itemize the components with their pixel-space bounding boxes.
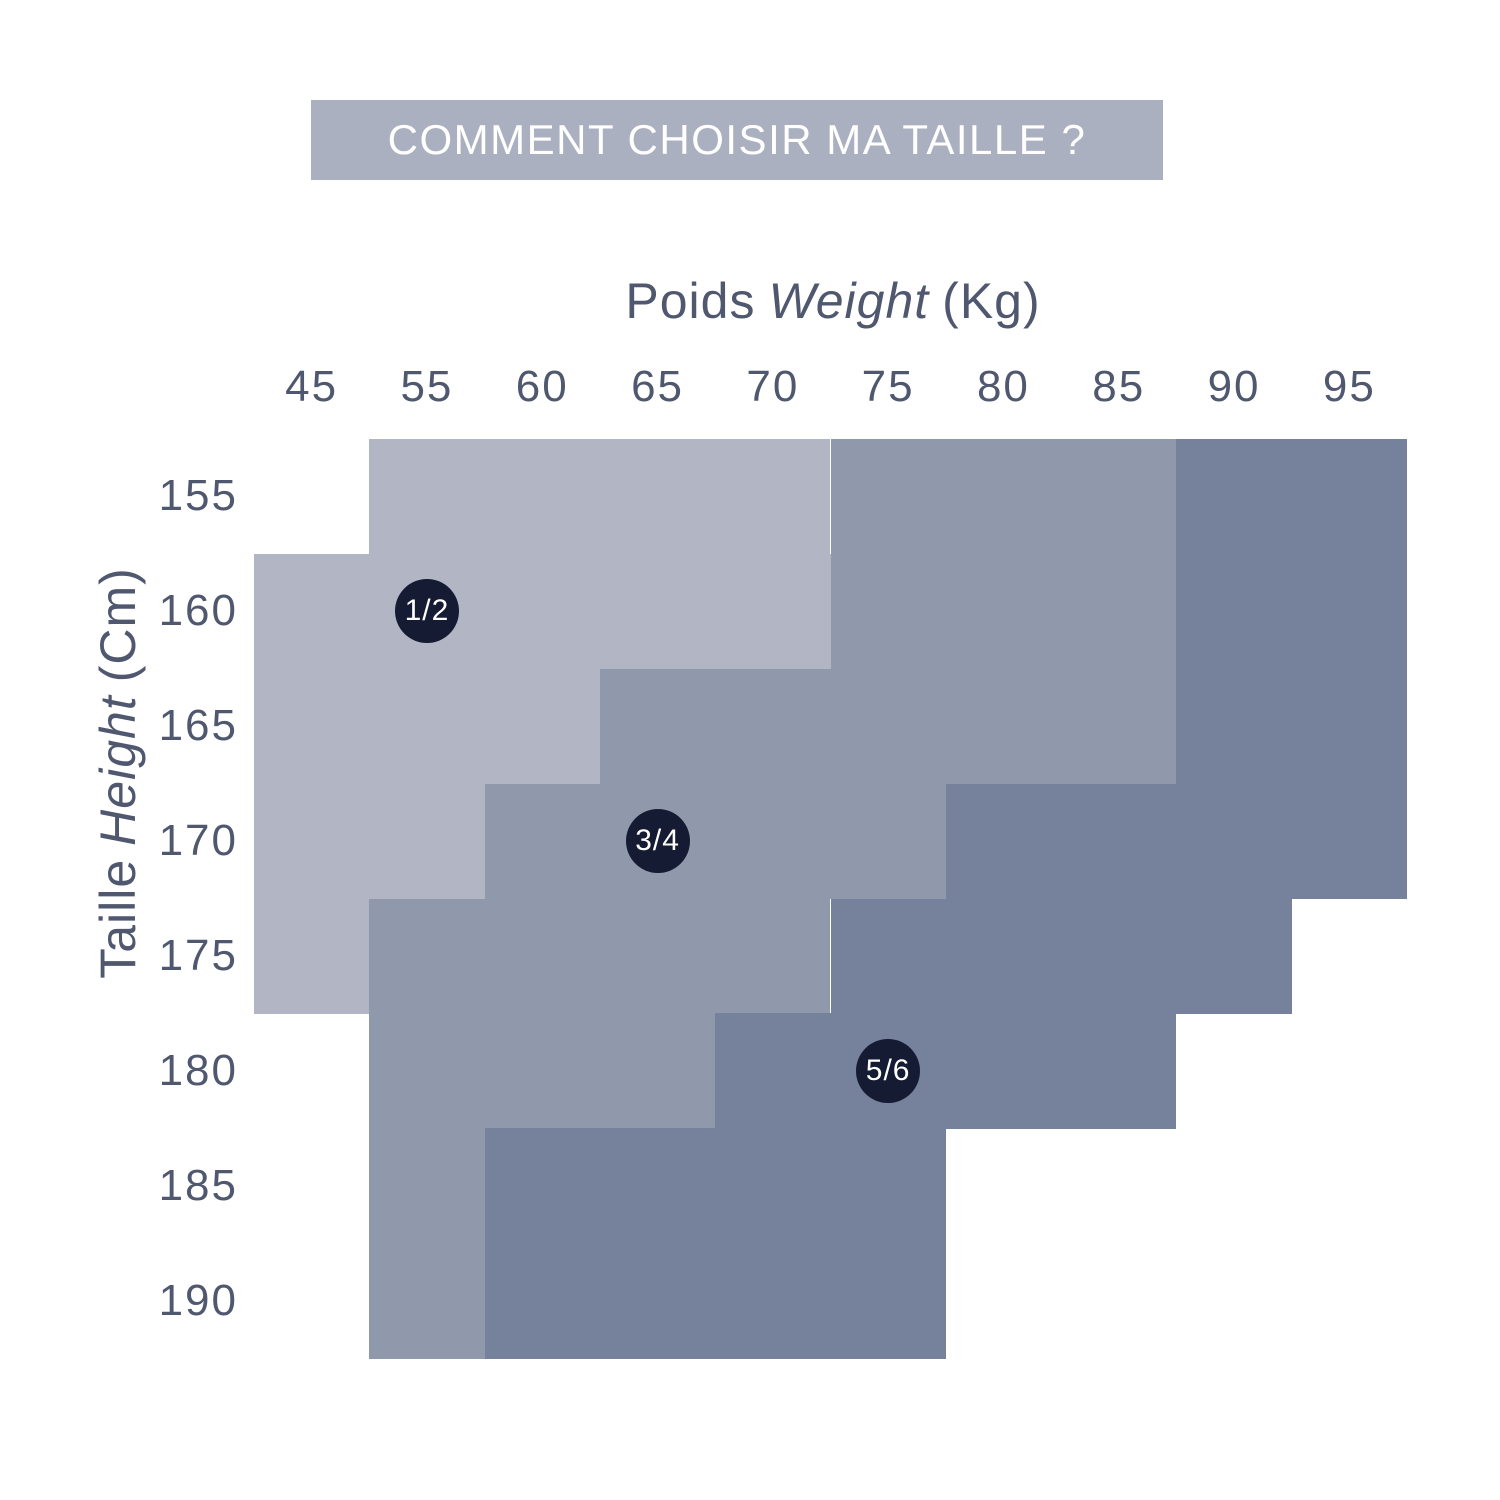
- region-size-5-6-height-190: [484, 1243, 946, 1359]
- x-tick-55: 55: [400, 362, 454, 411]
- region-size-5-6-height-185: [484, 1128, 946, 1244]
- region-size-3-4-height-180: [369, 1013, 716, 1129]
- region-size-5-6-height-160: [1176, 553, 1407, 670]
- title-banner: COMMENT CHOISIR MA TAILLE ?: [311, 100, 1163, 180]
- x-tick-45: 45: [285, 362, 339, 411]
- y-axis-title-fr: Taille: [90, 858, 146, 979]
- x-tick-70: 70: [746, 362, 800, 411]
- size-badge-5-6: 5/6: [856, 1038, 921, 1103]
- y-tick-155: 155: [158, 471, 238, 521]
- region-size-3-4-height-190: [369, 1243, 485, 1359]
- region-size-3-4-height-170: [484, 783, 946, 899]
- page-title: COMMENT CHOISIR MA TAILLE ?: [387, 116, 1087, 163]
- y-tick-190: 190: [158, 1275, 238, 1325]
- x-axis-title: Poids Weight (Kg): [625, 272, 1040, 330]
- x-axis-title-fr: Poids: [625, 273, 756, 329]
- region-size-5-6-height-175: [830, 898, 1292, 1014]
- region-size-1-2-height-160: [254, 553, 831, 670]
- x-tick-90: 90: [1207, 362, 1261, 411]
- x-tick-95: 95: [1322, 362, 1376, 411]
- y-tick-180: 180: [158, 1045, 238, 1095]
- region-size-5-6-height-170: [945, 783, 1407, 899]
- region-size-3-4-height-160: [830, 553, 1177, 670]
- x-tick-60: 60: [515, 362, 569, 411]
- x-tick-75: 75: [861, 362, 915, 411]
- x-axis-title-unit: (Kg): [942, 273, 1041, 329]
- region-size-5-6-height-165: [1176, 668, 1407, 785]
- size-badge-label-1-2: 1/2: [404, 594, 450, 628]
- y-axis-title: Taille Height (Cm): [89, 567, 147, 979]
- y-tick-175: 175: [158, 930, 238, 980]
- region-size-1-2-height-175: [254, 898, 370, 1014]
- region-size-1-2-height-170: [254, 783, 485, 899]
- y-axis-title-unit: (Cm): [90, 567, 146, 683]
- y-axis-title-en: Height: [90, 695, 146, 846]
- size-badge-label-5-6: 5/6: [865, 1053, 911, 1087]
- y-tick-160: 160: [158, 586, 238, 636]
- region-size-3-4-height-155: [830, 439, 1177, 555]
- size-badge-label-3-4: 3/4: [635, 824, 680, 858]
- y-tick-165: 165: [158, 701, 238, 751]
- y-tick-170: 170: [158, 816, 238, 866]
- y-tick-185: 185: [158, 1160, 238, 1210]
- x-tick-85: 85: [1092, 362, 1146, 411]
- x-tick-80: 80: [976, 362, 1030, 411]
- region-size-5-6-height-180: [715, 1013, 1177, 1129]
- region-size-1-2-height-165: [254, 668, 600, 785]
- x-axis-title-en: Weight: [768, 273, 930, 329]
- region-size-5-6-height-155: [1176, 439, 1407, 555]
- region-size-1-2-height-155: [369, 439, 831, 555]
- region-size-3-4-height-175: [369, 898, 831, 1014]
- region-size-3-4-height-165: [599, 668, 1177, 785]
- size-badge-3-4: 3/4: [625, 809, 690, 874]
- size-badge-1-2: 1/2: [394, 579, 459, 644]
- region-size-3-4-height-185: [369, 1128, 485, 1244]
- x-tick-65: 65: [631, 362, 685, 411]
